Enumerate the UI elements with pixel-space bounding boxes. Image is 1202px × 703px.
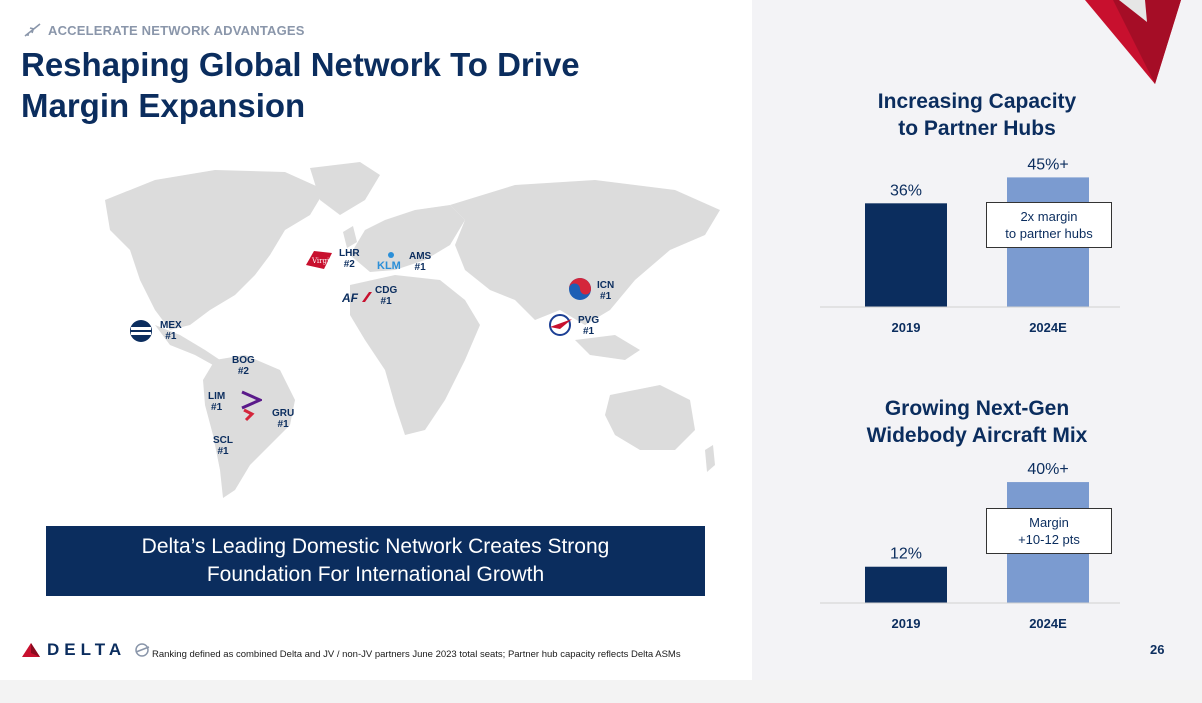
chart-1-title-line-1: Increasing Capacity xyxy=(877,90,1077,113)
banner-line-2: Foundation For International Growth xyxy=(206,563,545,586)
aeromexico-logo xyxy=(130,320,152,342)
hub-label-lhr: LHR #2 xyxy=(339,248,360,270)
chart-1-bar-2019 xyxy=(865,203,947,307)
delta-wordmark: DELTA xyxy=(47,640,127,659)
chart-2-category-label-2024e: 2024E xyxy=(1029,616,1067,631)
hub-label-icn: ICN #1 xyxy=(597,280,615,302)
chart-1-category-label-2019: 2019 xyxy=(892,320,921,335)
chart-2-title: Growing Next-Gen Widebody Aircraft Mix xyxy=(857,395,1097,449)
chart-2-callout-line-2: +10-12 pts xyxy=(1018,532,1080,547)
europe-shape xyxy=(350,205,465,272)
plane-icon xyxy=(24,23,41,37)
chart-2-title-line-2: Widebody Aircraft Mix xyxy=(866,424,1088,447)
hub-label-gru: GRU #1 xyxy=(272,408,295,430)
chart-2-callout: Margin +10-12 pts xyxy=(986,508,1112,554)
north-america-shape xyxy=(105,170,325,330)
right-panel xyxy=(752,0,1202,680)
key-message-banner: Delta’s Leading Domestic Network Creates… xyxy=(46,526,705,596)
chart-2-value-label-2019: 12% xyxy=(890,546,922,563)
new-zealand-shape xyxy=(705,445,715,472)
chart-1-callout-line-2: to partner hubs xyxy=(1005,226,1093,241)
africa-shape xyxy=(350,275,480,435)
southeast-asia-shape xyxy=(575,335,640,360)
uk-shape xyxy=(343,226,357,248)
chart-1-value-label-2024e: 45%+ xyxy=(1027,156,1068,173)
delta-widget-logo xyxy=(1085,0,1181,84)
korean-air-logo xyxy=(569,278,591,300)
chart-1-value-label-2019: 36% xyxy=(890,182,922,199)
hub-label-mex: MEX #1 xyxy=(160,320,182,342)
chart-2-value-label-2024e: 40%+ xyxy=(1027,461,1068,478)
world-map xyxy=(105,162,720,498)
delta-widget-icon xyxy=(22,643,40,657)
south-america-shape xyxy=(203,355,295,498)
hub-label-bog: BOG #2 xyxy=(232,355,255,377)
chart-1-callout-line-1: 2x margin xyxy=(1020,209,1078,224)
chart-2-title-line-1: Growing Next-Gen xyxy=(884,397,1070,420)
air-france-logo: AF xyxy=(342,291,372,304)
latam-logo xyxy=(241,390,262,422)
hub-label-lim: LIM #1 xyxy=(208,391,226,413)
page-title-line-1: Reshaping Global Network To Drive xyxy=(21,46,580,83)
banner-line-1: Delta’s Leading Domestic Network Creates… xyxy=(141,535,610,558)
greenland-shape xyxy=(310,162,380,215)
virgin-logo: Virgin xyxy=(306,251,334,269)
eyebrow-text: ACCELERATE NETWORK ADVANTAGES xyxy=(48,22,305,38)
asia-shape xyxy=(450,180,720,325)
page-number: 26 xyxy=(1150,642,1165,657)
chart-1-callout: 2x margin to partner hubs xyxy=(986,202,1112,248)
skyteam-icon xyxy=(135,643,150,657)
virgin-logo-text: Virgin xyxy=(311,257,334,265)
chart-1-category-label-2024e: 2024E xyxy=(1029,320,1067,335)
hub-label-pvg: PVG #1 xyxy=(578,315,600,337)
bottom-strip xyxy=(0,680,1202,703)
hub-label-cdg: CDG #1 xyxy=(375,285,398,307)
chart-1-title-line-2: to Partner Hubs xyxy=(898,117,1056,140)
china-eastern-logo xyxy=(549,314,572,336)
chart-2-callout-line-1: Margin xyxy=(1029,515,1069,530)
australia-shape xyxy=(605,385,695,450)
japan-shape xyxy=(630,245,647,278)
page-title-line-2: Margin Expansion xyxy=(21,87,306,124)
air-france-logo-text: AF xyxy=(342,291,359,304)
chart-2-bar-2019 xyxy=(865,566,947,603)
klm-logo: KLM xyxy=(377,252,401,271)
chart-2-category-label-2019: 2019 xyxy=(892,616,921,631)
klm-logo-text: KLM xyxy=(377,260,401,271)
central-america-shape xyxy=(155,325,220,365)
hub-label-ams: AMS #1 xyxy=(409,251,432,273)
chart-1-title: Increasing Capacity to Partner Hubs xyxy=(857,88,1097,142)
delta-brand-logo: DELTA xyxy=(22,640,151,660)
page-title: Reshaping Global Network To Drive Margin… xyxy=(21,44,661,126)
hub-label-scl: SCL #1 xyxy=(213,435,233,457)
footnote: Ranking defined as combined Delta and JV… xyxy=(152,649,681,660)
section-eyebrow: ACCELERATE NETWORK ADVANTAGES xyxy=(24,22,305,38)
